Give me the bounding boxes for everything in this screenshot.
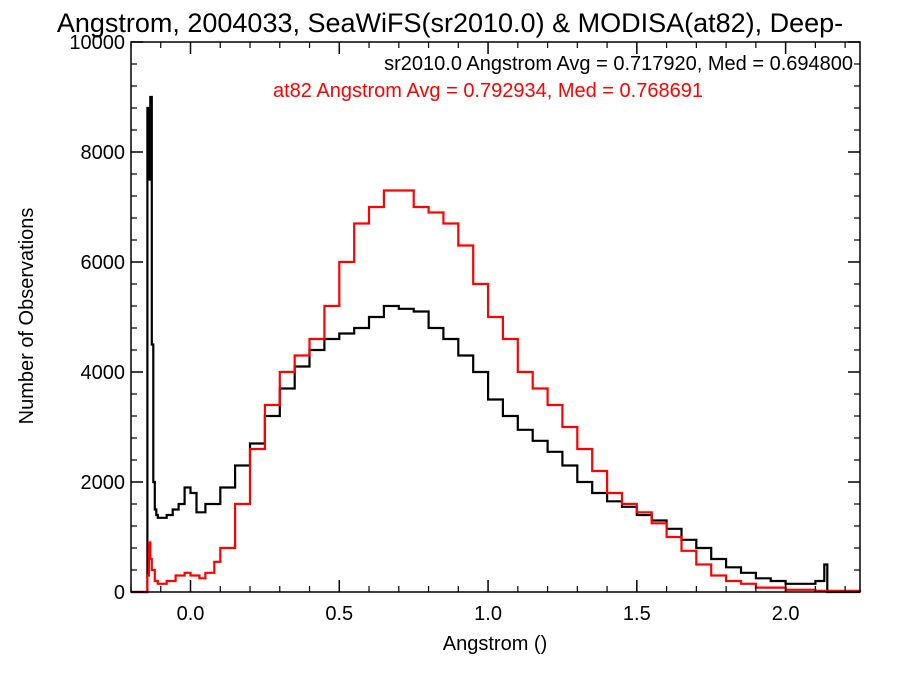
y-tick-label: 10000	[69, 32, 125, 54]
y-tick-label: 6000	[81, 252, 126, 274]
x-tick-label: 1.0	[474, 603, 502, 625]
ticks-layer: 0.0 0.5 1.0 1.5 2.0 0 2000 4000 6000 8000 10000	[69, 32, 860, 625]
series-line-1	[131, 189, 862, 594]
series-layer	[131, 95, 862, 594]
x-tick-label: 0.5	[325, 603, 353, 625]
axes-layer	[130, 41, 861, 593]
plot-frame	[130, 41, 861, 593]
y-tick-label: 0	[114, 582, 125, 604]
series-line-0	[131, 95, 860, 594]
chart-title: Angstrom, 2004033, SeaWiFS(sr2010.0) & M…	[57, 8, 843, 38]
y-tick-label: 4000	[81, 362, 126, 384]
annotation-black: sr2010.0 Angstrom Avg = 0.717920, Med = …	[384, 53, 853, 75]
x-tick-label: 1.5	[623, 603, 651, 625]
y-axis-label: Number of Observations	[16, 208, 38, 425]
y-tick-label: 2000	[81, 472, 126, 494]
x-tick-label: 0.0	[177, 603, 205, 625]
x-tick-label: 2.0	[772, 603, 800, 625]
y-tick-label: 8000	[81, 142, 126, 164]
x-axis-label: Angstrom ()	[443, 633, 547, 655]
annotation-red: at82 Angstrom Avg = 0.792934, Med = 0.76…	[273, 80, 703, 102]
